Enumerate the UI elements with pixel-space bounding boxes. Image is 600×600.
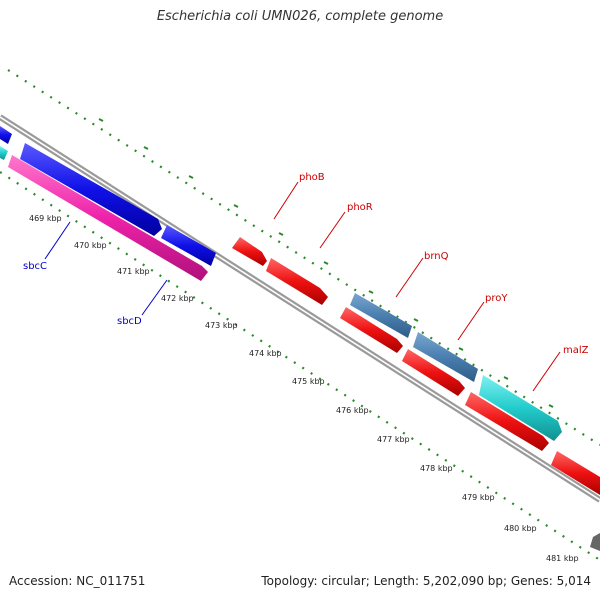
tick-label: 474 kbp bbox=[249, 349, 282, 358]
gene-red-4 bbox=[402, 349, 465, 396]
gene-sbcD bbox=[8, 155, 208, 281]
kbp-labels: 469 kbp 470 kbp 471 kbp 472 kbp 473 kbp … bbox=[29, 214, 579, 563]
gene-labels: sbcC sbcD phoB phoR brnQ proY malZ bbox=[23, 172, 589, 356]
gene-grey-partial bbox=[590, 533, 600, 551]
tick-label: 479 kbp bbox=[462, 493, 495, 502]
inner-tick-ring bbox=[0, 171, 600, 561]
tick-label: 469 kbp bbox=[29, 214, 62, 223]
leader-brnQ bbox=[395, 257, 424, 298]
lower-genes bbox=[8, 155, 600, 551]
gene-red-3 bbox=[340, 307, 403, 353]
gene-phoR bbox=[266, 258, 328, 305]
accession-label: Accession: NC_011751 bbox=[9, 574, 146, 588]
leader-sbcC bbox=[44, 221, 71, 260]
leader-malZ bbox=[532, 351, 561, 392]
gene-sbcC bbox=[20, 143, 162, 236]
tick-label: 476 kbp bbox=[336, 406, 369, 415]
gene-label-proY: proY bbox=[485, 293, 508, 304]
tick-label: 481 kbp bbox=[546, 554, 579, 563]
gene-blue-partial bbox=[0, 126, 12, 144]
tick-label: 473 kbp bbox=[205, 321, 238, 330]
tick-label: 470 kbp bbox=[74, 241, 107, 250]
gene-label-malZ: malZ bbox=[563, 345, 589, 356]
outer-tick-ring bbox=[7, 69, 600, 446]
gene-label-sbcC: sbcC bbox=[23, 261, 47, 272]
tick-label: 477 kbp bbox=[377, 435, 410, 444]
gene-label-phoR: phoR bbox=[347, 202, 373, 213]
gene-proY bbox=[413, 332, 478, 382]
genome-title: Escherichia coli UMN026, complete genome bbox=[156, 9, 444, 24]
tick-label: 472 kbp bbox=[161, 294, 194, 303]
gene-malZ bbox=[479, 375, 562, 441]
leader-phoR bbox=[319, 211, 346, 249]
gene-phoB bbox=[232, 237, 267, 266]
gene-cyan-partial bbox=[0, 146, 8, 160]
leader-phoB bbox=[273, 181, 299, 220]
tick-label: 471 kbp bbox=[117, 267, 150, 276]
outer-major-ticks bbox=[98, 118, 554, 408]
leader-sbcD bbox=[141, 279, 168, 316]
gene-label-brnQ: brnQ bbox=[424, 251, 449, 262]
forward-genes bbox=[0, 126, 562, 441]
gene-red-6 bbox=[551, 451, 600, 495]
genome-summary: Topology: circular; Length: 5,202,090 bp… bbox=[261, 574, 591, 588]
genome-backbone bbox=[0, 114, 600, 503]
gene-red-5 bbox=[465, 392, 549, 451]
tick-label: 478 kbp bbox=[420, 464, 453, 473]
tick-label: 480 kbp bbox=[504, 524, 537, 533]
tick-label: 475 kbp bbox=[292, 377, 325, 386]
gene-label-leaders bbox=[44, 181, 561, 392]
gene-label-sbcD: sbcD bbox=[117, 316, 142, 327]
gene-brnQ bbox=[350, 293, 412, 338]
gene-label-phoB: phoB bbox=[299, 172, 325, 183]
gene-blue-2 bbox=[161, 225, 216, 266]
leader-proY bbox=[457, 301, 485, 341]
